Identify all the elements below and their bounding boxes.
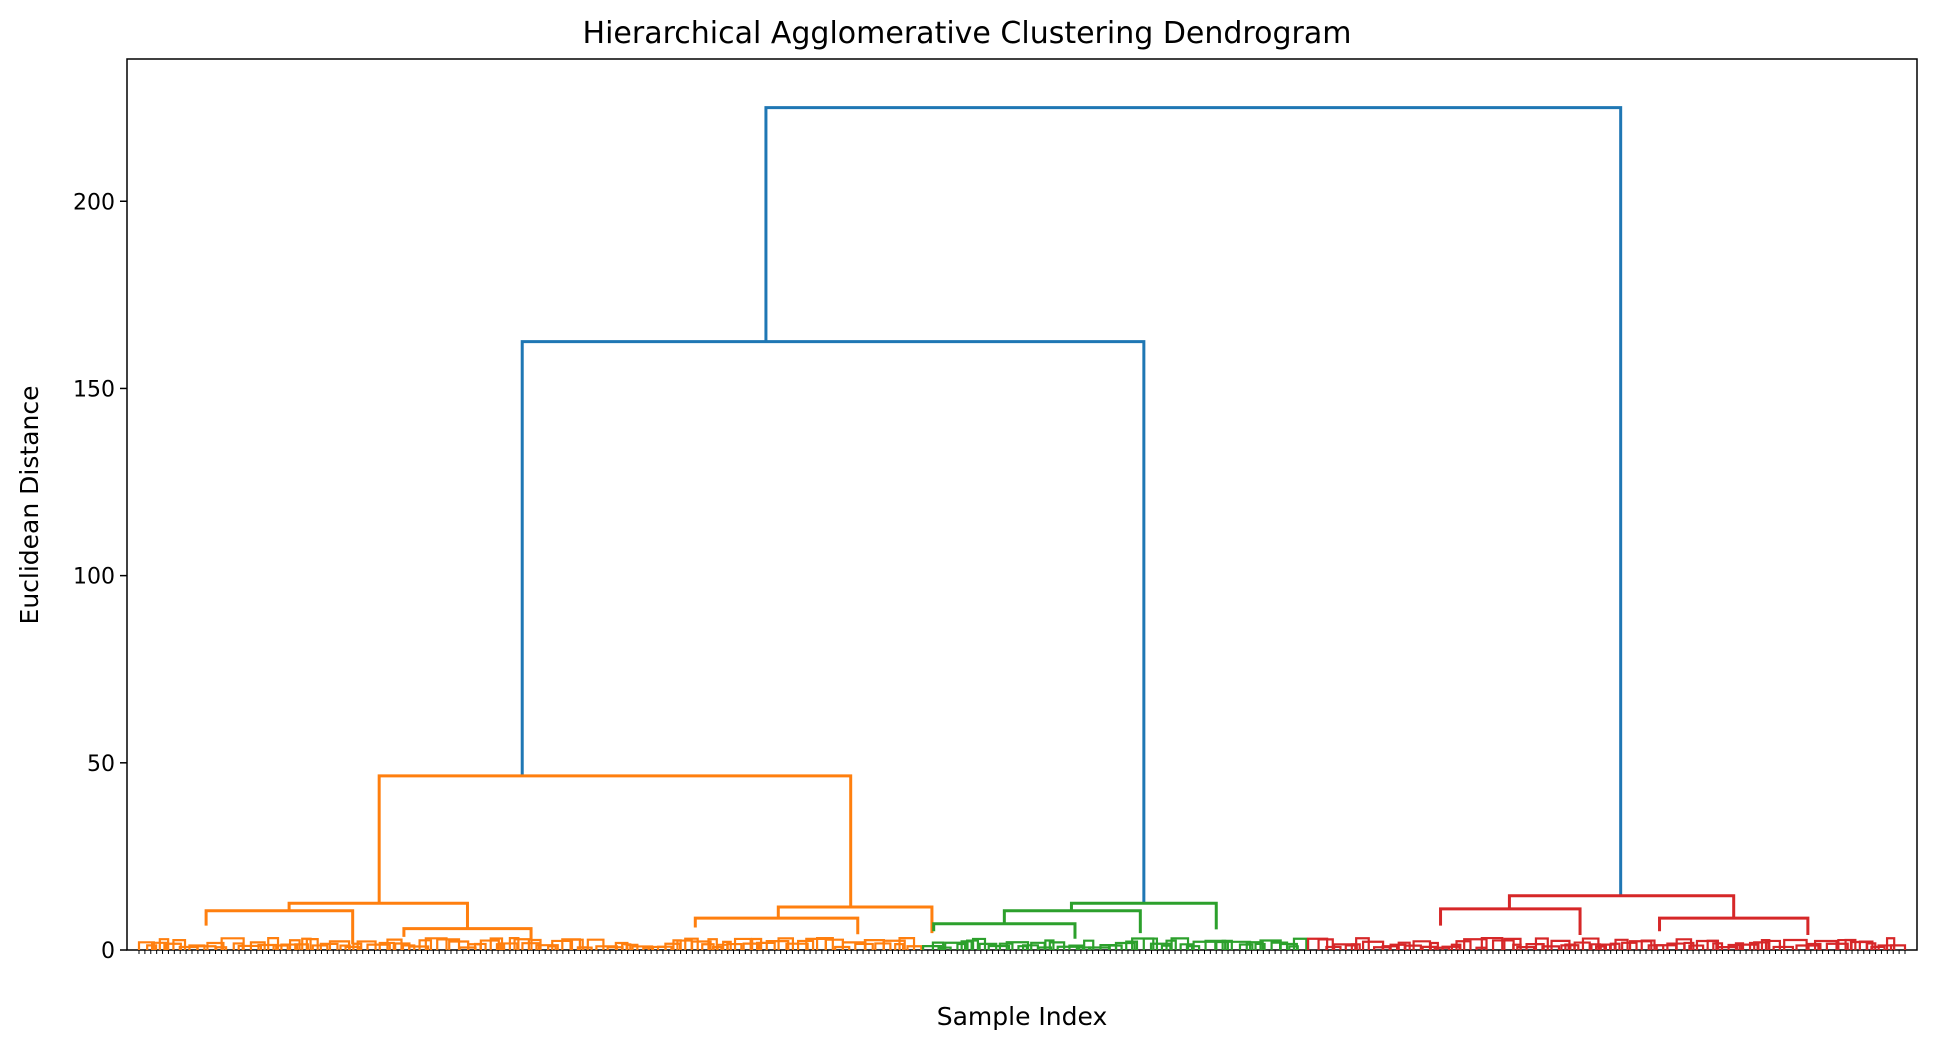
dendrogram-links [204,106,1810,945]
chart-title: Hierarchical Agglomerative Clustering De… [583,16,1352,51]
leaf-merge-95 [882,939,906,950]
leaf-merge-143 [1270,941,1289,950]
link-c3-b [1658,916,1810,936]
plot-frame [126,58,1918,951]
leaf-merge-223 [1889,944,1907,950]
leaf-merge-98 [906,945,923,950]
leaf-merge-153 [1355,937,1370,950]
leaf-merge-14 [249,941,266,950]
leaf-merge-5 [172,939,187,950]
leaf-merge-146 [1292,937,1308,950]
leaf-merge-29 [356,940,377,950]
leaf-merge-32 [386,938,403,950]
leaf-merge-81 [751,937,763,950]
leaf-merge-175 [1534,937,1549,950]
x-axis-label: Sample Index [937,1002,1108,1031]
link-c2-b [932,922,1077,939]
leaf-merge-138 [1226,940,1252,950]
leaf-merge-71 [684,937,699,950]
link-c1-left-b [402,927,533,941]
leaf-fringe [137,936,1907,950]
leaf-merge-169 [1480,936,1504,950]
y-axis-label: Euclidean Distance [15,386,44,625]
leaf-merge-213 [1813,939,1838,950]
leaf-merge-162 [1429,941,1439,950]
link-top-2 [520,340,1146,904]
link-root [764,106,1623,896]
leaf-merge-58 [586,938,605,950]
leaf-merge-16 [267,937,280,950]
y-tick-label-50: 50 [87,752,115,777]
leaf-merge-13 [237,944,263,950]
link-c1-right [776,905,934,934]
leaf-merge-216 [1844,938,1857,950]
y-tick-label-0: 0 [101,939,115,964]
y-tick-label-100: 100 [73,565,115,590]
leaf-merge-188 [1614,938,1629,950]
leaf-merge-72 [691,940,712,950]
leaf-merge-100 [931,941,945,950]
link-c1-left [287,901,469,929]
leaf-merge-38 [436,938,461,950]
y-tick-label-200: 200 [73,190,115,215]
leaf-merge-167 [1463,938,1488,950]
link-c3-a [1439,907,1582,936]
leaf-merge-47 [508,937,520,950]
y-axis: 0 50 100 150 200 [73,190,127,964]
y-tick-label-150: 150 [73,377,115,402]
leaf-merge-48 [513,938,530,950]
leaf-merge-208 [1764,939,1781,950]
leaf-merge-148 [1317,938,1334,950]
leaf-merge-120 [1083,939,1095,950]
leaf-merge-140 [1245,941,1264,950]
link-c2-main [1069,901,1218,930]
link-c3-main [1507,894,1736,919]
leaf-merge-77 [722,940,732,950]
leaf-merge-135 [1204,939,1227,950]
link-c1-main [377,774,853,907]
leaf-ticks [138,950,1906,954]
link-c1-left-a [204,909,355,945]
link-c1-right-a [693,916,860,935]
leaf-merge-88 [815,937,834,950]
leaf-merge-203 [1734,942,1745,950]
leaf-merge-115 [1044,939,1055,950]
leaf-merge-30 [366,943,391,950]
leaf-merge-222 [1885,937,1896,950]
leaf-merge-55 [570,938,584,950]
leaf-merge-199 [1706,939,1720,950]
leaf-merge-97 [898,937,916,950]
link-c2-a [1002,909,1142,934]
